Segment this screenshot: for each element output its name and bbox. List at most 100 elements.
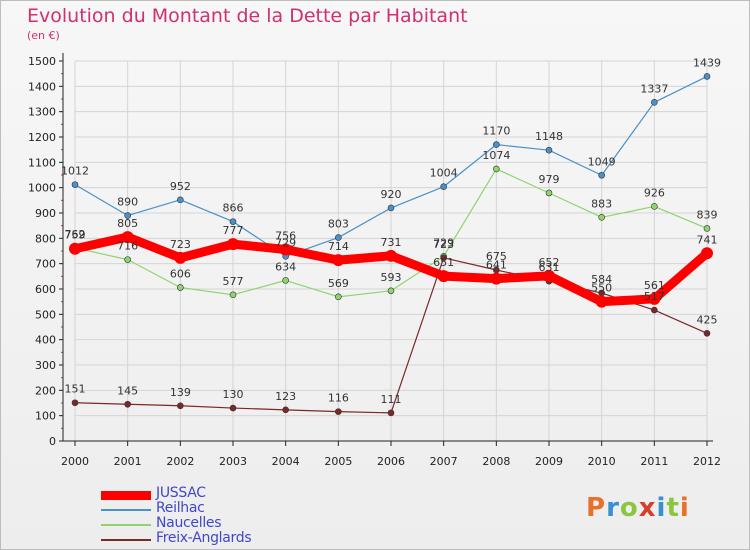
data-label: 979: [539, 173, 560, 186]
data-point-reilhac: [124, 212, 131, 219]
x-tick-label: 2008: [482, 455, 510, 468]
data-label: 606: [170, 267, 191, 280]
legend-swatch: [101, 524, 151, 526]
data-point-naucelles: [598, 214, 605, 221]
data-point-jussac: [332, 254, 345, 267]
data-point-jussac: [543, 269, 555, 282]
y-tick-label: 200: [35, 384, 56, 397]
data-point-freix-anglards: [71, 399, 79, 407]
data-point-jussac: [490, 272, 503, 285]
data-label: 631: [539, 261, 560, 274]
data-point-naucelles: [177, 284, 184, 291]
data-point-reilhac: [177, 196, 184, 204]
data-label: 723: [170, 238, 191, 251]
data-point-reilhac: [493, 141, 500, 148]
data-point-freix-anglards: [440, 254, 447, 262]
x-tick-label: 2009: [535, 455, 563, 468]
data-point-reilhac: [651, 98, 658, 106]
logo-letter: i: [656, 493, 667, 523]
data-label: 723: [433, 238, 454, 251]
data-label: 151: [65, 383, 86, 396]
y-tick-label: 400: [35, 334, 56, 347]
data-label: 116: [328, 392, 349, 405]
proxiti-logo: Proxiti: [586, 493, 690, 523]
x-tick-label: 2003: [219, 455, 247, 468]
legend-swatch: [101, 490, 151, 500]
x-tick-label: 2007: [430, 455, 458, 468]
data-label: 1074: [482, 149, 510, 162]
data-label: 741: [697, 233, 718, 246]
data-point-jussac: [385, 249, 397, 262]
data-point-jussac: [279, 243, 292, 256]
data-label: 111: [381, 393, 402, 406]
data-label: 561: [644, 279, 665, 292]
data-point-reilhac: [387, 204, 395, 212]
y-tick-label: 1500: [28, 55, 56, 68]
data-point-reilhac: [598, 171, 605, 179]
x-tick-label: 2010: [588, 455, 616, 468]
data-label: 920: [381, 188, 402, 201]
data-point-jussac: [437, 270, 450, 283]
data-label: 866: [223, 202, 244, 215]
data-point-reilhac: [545, 146, 553, 154]
logo-letter: r: [606, 493, 620, 523]
data-point-freix-anglards: [229, 404, 237, 412]
y-tick-label: 1000: [28, 182, 56, 195]
data-point-jussac: [121, 231, 134, 244]
y-tick-label: 500: [35, 308, 56, 321]
data-label: 651: [433, 256, 454, 269]
data-point-freix-anglards: [651, 306, 658, 314]
data-label: 777: [223, 224, 244, 237]
data-label: 123: [275, 390, 296, 403]
data-point-reilhac: [703, 73, 711, 80]
data-point-reilhac: [440, 183, 447, 190]
x-tick-label: 2012: [693, 455, 721, 468]
x-tick-label: 2004: [272, 455, 300, 468]
y-tick-label: 1100: [28, 156, 56, 169]
y-tick-label: 0: [49, 435, 56, 448]
data-label: 729: [275, 236, 296, 249]
data-point-freix-anglards: [282, 406, 289, 414]
x-tick-label: 2002: [166, 455, 194, 468]
data-label: 805: [117, 217, 138, 230]
data-label: 145: [117, 384, 138, 397]
data-point-freix-anglards: [335, 408, 342, 415]
data-point-naucelles: [335, 293, 342, 301]
data-label: 729: [433, 236, 454, 249]
data-label: 952: [170, 180, 191, 193]
data-label: 1337: [640, 82, 668, 95]
data-label: 716: [117, 240, 138, 253]
legend-swatch: [101, 539, 151, 541]
data-label: 130: [223, 388, 244, 401]
data-label: 584: [591, 273, 612, 286]
logo-letter: x: [638, 493, 657, 523]
data-point-naucelles: [651, 203, 658, 210]
data-label: 652: [539, 256, 560, 269]
data-label: 641: [486, 259, 507, 272]
data-point-reilhac: [229, 218, 237, 225]
data-label: 550: [591, 282, 612, 295]
logo-letter: i: [679, 493, 690, 523]
data-label: 731: [381, 236, 402, 249]
legend-label: Freix-Anglards: [156, 530, 252, 546]
x-tick-label: 2011: [640, 455, 668, 468]
data-label: 634: [275, 260, 296, 273]
data-label: 1170: [482, 125, 510, 138]
data-point-freix-anglards: [124, 400, 131, 408]
data-label: 714: [328, 240, 349, 253]
data-point-reilhac: [335, 234, 342, 241]
x-tick-label: 2005: [324, 455, 352, 468]
legend-label: Reilhac: [156, 500, 205, 516]
data-label: 1049: [588, 155, 616, 168]
y-tick-label: 300: [35, 359, 56, 372]
legend-swatch: [101, 509, 151, 511]
data-label: 1148: [535, 130, 563, 143]
y-tick-label: 1200: [28, 131, 56, 144]
data-point-naucelles: [493, 165, 500, 173]
data-label: 759: [65, 229, 86, 242]
data-label: 1439: [693, 56, 721, 69]
y-tick-label: 900: [35, 207, 56, 220]
data-label: 593: [381, 271, 402, 284]
data-label: 756: [275, 229, 296, 242]
